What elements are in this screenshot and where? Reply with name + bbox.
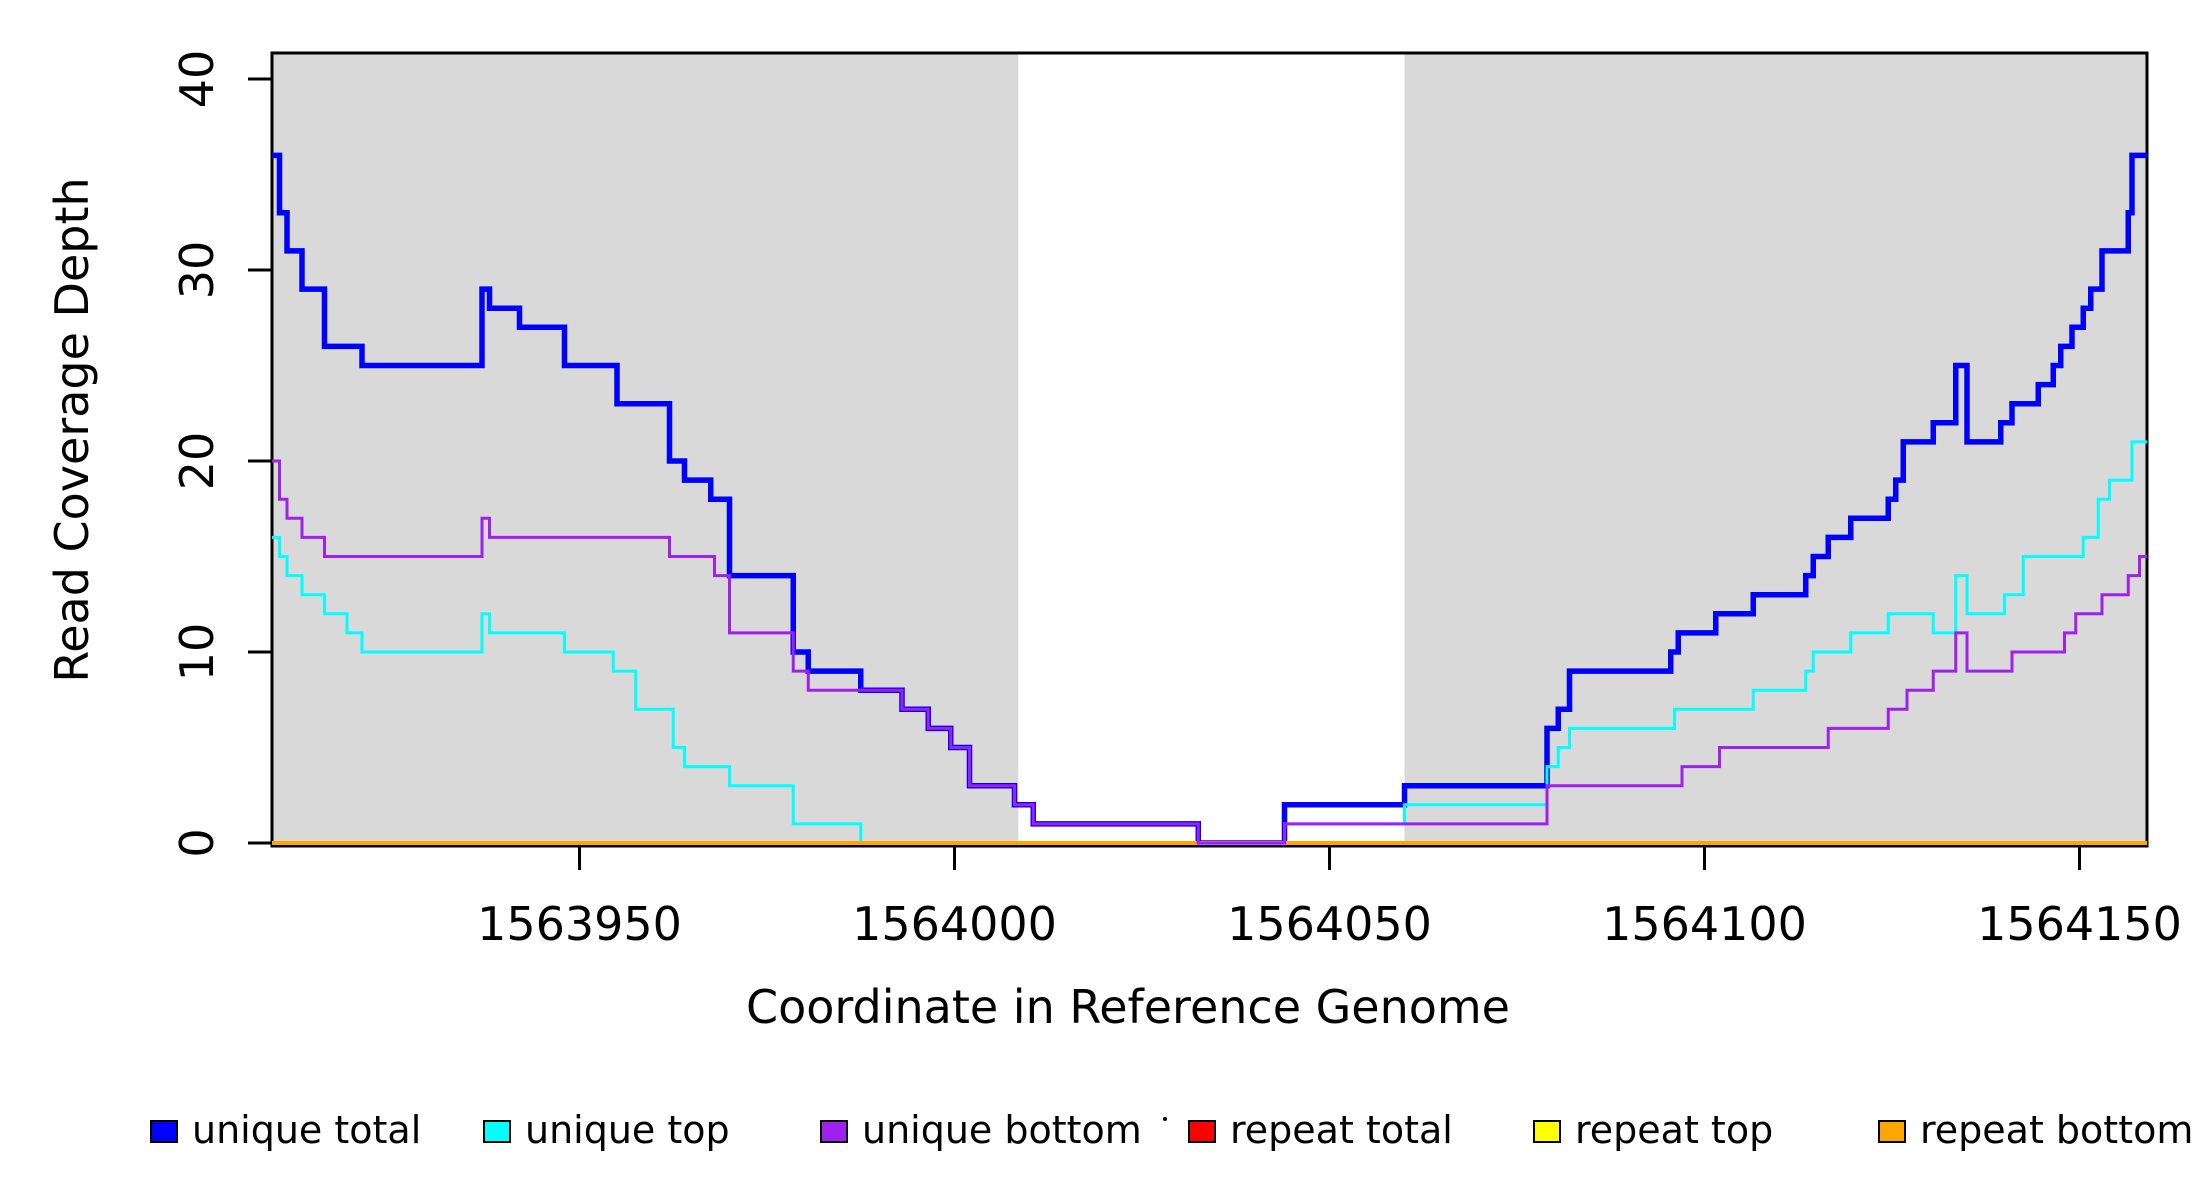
legend: unique total unique top unique bottom re… xyxy=(0,1100,2200,1170)
legend-label: unique top xyxy=(525,1108,730,1152)
unique-bottom-swatch-icon xyxy=(820,1120,848,1143)
x-tick-label: 1564000 xyxy=(852,897,1057,951)
shaded-region xyxy=(272,53,1019,846)
y-tick-label: 40 xyxy=(170,50,224,109)
repeat-total-swatch-icon xyxy=(1188,1120,1216,1143)
x-tick-label: 1564100 xyxy=(1602,897,1807,951)
stray-dot xyxy=(1163,1117,1167,1121)
unique-top-swatch-icon xyxy=(483,1120,511,1143)
y-tick-label: 0 xyxy=(170,828,224,857)
unique-total-swatch-icon xyxy=(150,1120,178,1143)
legend-label: unique bottom xyxy=(862,1108,1142,1152)
x-tick-label: 1564050 xyxy=(1227,897,1432,951)
repeat-top-swatch-icon xyxy=(1533,1120,1561,1143)
shaded-region xyxy=(1404,53,2147,846)
series-line-unique-top xyxy=(272,440,2147,845)
legend-label: repeat bottom xyxy=(1920,1108,2194,1152)
legend-label: repeat top xyxy=(1575,1108,1774,1152)
legend-label: unique total xyxy=(192,1108,422,1152)
x-axis-label: Coordinate in Reference Genome xyxy=(746,980,1510,1034)
x-tick-label: 1563950 xyxy=(477,897,682,951)
y-tick-label: 10 xyxy=(170,623,224,682)
x-tick-label: 1564150 xyxy=(1977,897,2182,951)
plot-box xyxy=(270,51,2149,848)
series-line-unique-total xyxy=(272,152,2147,846)
y-tick-label: 30 xyxy=(170,241,224,300)
y-axis-label: Read Coverage Depth xyxy=(45,177,99,683)
series-line-unique-bottom xyxy=(272,459,2147,845)
y-tick-label: 20 xyxy=(170,432,224,491)
repeat-bottom-swatch-icon xyxy=(1878,1120,1906,1143)
legend-label: repeat total xyxy=(1230,1108,1453,1152)
